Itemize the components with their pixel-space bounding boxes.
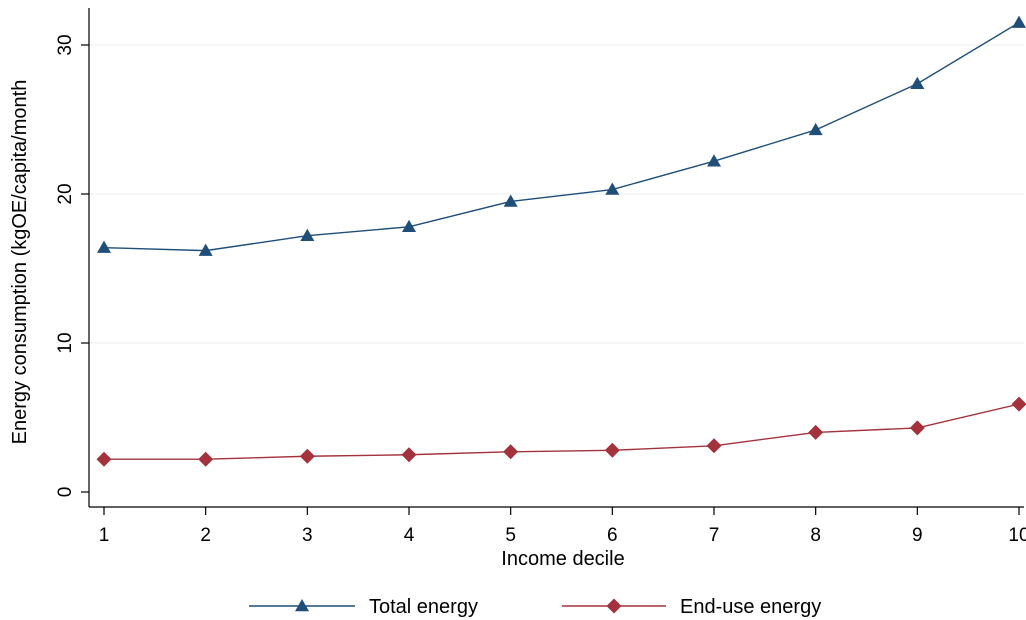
x-tick-label: 9	[912, 525, 923, 546]
x-tick-label: 6	[607, 525, 618, 546]
y-ticks: 0 10 20 30	[55, 34, 89, 497]
axes	[89, 8, 1024, 507]
legend-label-total-energy: Total energy	[369, 596, 478, 618]
data-point-end-use-energy	[97, 452, 112, 467]
legend-marker-total-energy	[295, 599, 309, 611]
y-tick-label: 20	[55, 183, 76, 204]
legend-item-total-energy: Total energy	[249, 596, 478, 618]
data-point-end-use-energy	[605, 443, 620, 458]
legend-marker-end-use-energy	[607, 599, 622, 614]
x-ticks: 1 2 3 4 5 6 7 8 9 10	[99, 507, 1026, 546]
x-tick-label: 2	[200, 525, 211, 546]
data-point-end-use-energy	[503, 444, 518, 459]
x-tick-label: 7	[709, 525, 720, 546]
data-point-end-use-energy	[1012, 397, 1026, 412]
x-tick-label: 3	[302, 525, 313, 546]
y-tick-label: 30	[55, 34, 76, 55]
series-layer	[97, 16, 1026, 467]
x-tick-label: 5	[505, 525, 516, 546]
series-line-end-use-energy	[104, 404, 1019, 459]
data-point-end-use-energy	[910, 420, 925, 435]
data-point-total-energy	[1012, 16, 1026, 28]
series-line-total-energy	[104, 23, 1019, 251]
data-point-end-use-energy	[402, 447, 417, 462]
data-point-total-energy	[910, 77, 924, 89]
x-tick-label: 4	[404, 525, 415, 546]
data-point-end-use-energy	[300, 449, 315, 464]
data-point-total-energy	[97, 241, 111, 253]
data-point-total-energy	[809, 123, 823, 135]
legend-item-end-use-energy: End-use energy	[562, 596, 821, 618]
gridlines	[89, 45, 1024, 343]
x-tick-label: 8	[810, 525, 821, 546]
legend-label-end-use-energy: End-use energy	[680, 596, 821, 618]
data-point-end-use-energy	[808, 425, 823, 440]
data-point-end-use-energy	[198, 452, 213, 467]
y-tick-label: 0	[55, 487, 76, 498]
x-tick-label: 10	[1008, 525, 1026, 546]
y-axis-title: Energy consumption (kgOE/capita/month	[9, 80, 31, 445]
legend: Total energy End-use energy	[249, 596, 821, 618]
x-tick-label: 1	[99, 525, 110, 546]
x-axis-title: Income decile	[501, 548, 624, 570]
y-tick-label: 10	[55, 332, 76, 353]
data-point-end-use-energy	[707, 438, 722, 453]
